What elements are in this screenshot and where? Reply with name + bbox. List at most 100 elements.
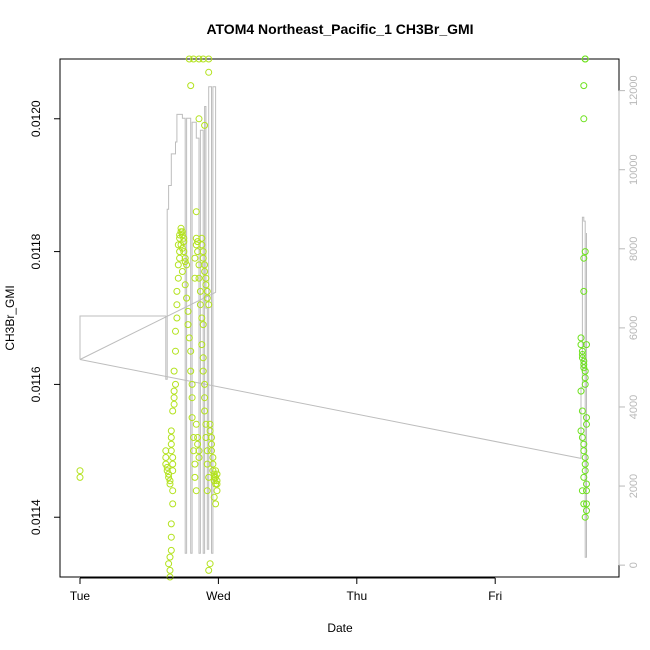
data-point: [577, 387, 585, 395]
data-point: [580, 440, 588, 448]
data-point: [174, 241, 182, 249]
data-point: [180, 248, 188, 256]
data-point: [178, 228, 186, 236]
data-point: [196, 301, 204, 309]
data-point: [188, 380, 196, 388]
data-point: [581, 467, 589, 475]
data-point: [185, 55, 193, 63]
data-point: [580, 361, 588, 368]
data-point: [196, 287, 204, 295]
data-point: [210, 470, 218, 478]
data-point: [195, 55, 203, 63]
data-point: [581, 374, 589, 382]
y2-tick-label: 0: [628, 562, 640, 568]
data-point: [209, 467, 217, 475]
x-tick-label: Tue: [70, 589, 91, 603]
x-axis: Tue Wed Thu Fri: [70, 577, 502, 603]
data-point: [580, 82, 588, 90]
y2-tick-label: 4000: [628, 395, 640, 419]
y2-axis-right: 0 2000 4000 6000 8000 10000 12000: [618, 75, 640, 568]
data-point: [167, 533, 175, 541]
chart-title: ATOM4 Northeast_Pacific_1 CH3Br_GMI: [206, 21, 473, 37]
data-point: [580, 357, 588, 365]
y-tick-label: 0.0118: [29, 233, 43, 269]
data-point: [580, 447, 588, 455]
data-point: [162, 454, 170, 461]
data-point: [190, 434, 197, 441]
data-point: [167, 447, 175, 455]
line-layer: [79, 86, 587, 558]
x-tick-label: Wed: [206, 589, 230, 603]
data-point: [169, 460, 177, 468]
x-tick-label: Thu: [346, 589, 367, 603]
data-point: [580, 254, 588, 262]
data-point: [581, 55, 589, 63]
data-point: [578, 347, 586, 355]
data-point: [199, 367, 207, 375]
data-point: [172, 347, 179, 355]
data-point: [205, 473, 213, 481]
data-point: [188, 394, 196, 402]
y-axis: 0.0114 0.0116 0.0118 0.0120: [29, 100, 61, 535]
data-point: [580, 473, 588, 481]
data-point: [581, 367, 589, 375]
data-point: [202, 420, 210, 428]
data-point: [194, 434, 202, 441]
data-point: [167, 427, 175, 435]
data-point: [581, 248, 589, 256]
y2-tick-label: 2000: [628, 474, 640, 498]
data-point: [76, 473, 84, 481]
data-point: [185, 334, 193, 342]
data-point: [178, 268, 186, 275]
data-point: [578, 434, 586, 441]
data-point: [581, 460, 589, 468]
y2-tick-label: 6000: [628, 316, 640, 340]
data-point: [205, 68, 213, 76]
data-point: [206, 420, 214, 428]
data-point: [195, 454, 203, 461]
y2-tick-label: 12000: [628, 75, 640, 106]
data-point: [198, 314, 206, 322]
data-point: [183, 261, 191, 269]
data-point: [581, 454, 589, 461]
data-point: [199, 254, 207, 262]
data-point: [166, 566, 174, 574]
data-point: [176, 254, 184, 262]
data-point: [205, 301, 213, 309]
y2-tick-label: 10000: [628, 154, 640, 185]
data-point: [191, 274, 199, 282]
data-point: [583, 487, 590, 495]
data-point: [583, 500, 590, 508]
data-point: [209, 454, 217, 461]
data-point: [170, 387, 178, 395]
data-point: [191, 254, 199, 262]
data-point: [187, 82, 195, 90]
data-point: [199, 321, 207, 329]
data-point: [208, 434, 215, 441]
data-point: [166, 480, 174, 488]
data-point: [173, 314, 181, 322]
data-point: [577, 427, 585, 435]
data-point: [191, 473, 199, 481]
data-point: [192, 487, 200, 495]
data-point: [191, 460, 199, 468]
data-point: [583, 341, 590, 349]
data-point: [212, 473, 220, 481]
data-point: [581, 380, 589, 388]
data-point: [205, 55, 213, 63]
y-tick-label: 0.0120: [29, 100, 43, 137]
data-point: [172, 380, 179, 388]
data-point: [183, 294, 191, 302]
data-point: [180, 234, 188, 242]
data-point: [166, 477, 174, 485]
data-point: [170, 367, 178, 375]
data-point: [174, 274, 182, 282]
data-point: [177, 241, 185, 249]
y-axis-label: CH3Br_GMI: [3, 285, 17, 350]
data-point: [178, 231, 186, 239]
data-point: [173, 287, 181, 295]
data-point: [167, 434, 175, 441]
data-point: [76, 467, 84, 475]
data-point: [208, 440, 215, 448]
data-point: [581, 513, 589, 521]
